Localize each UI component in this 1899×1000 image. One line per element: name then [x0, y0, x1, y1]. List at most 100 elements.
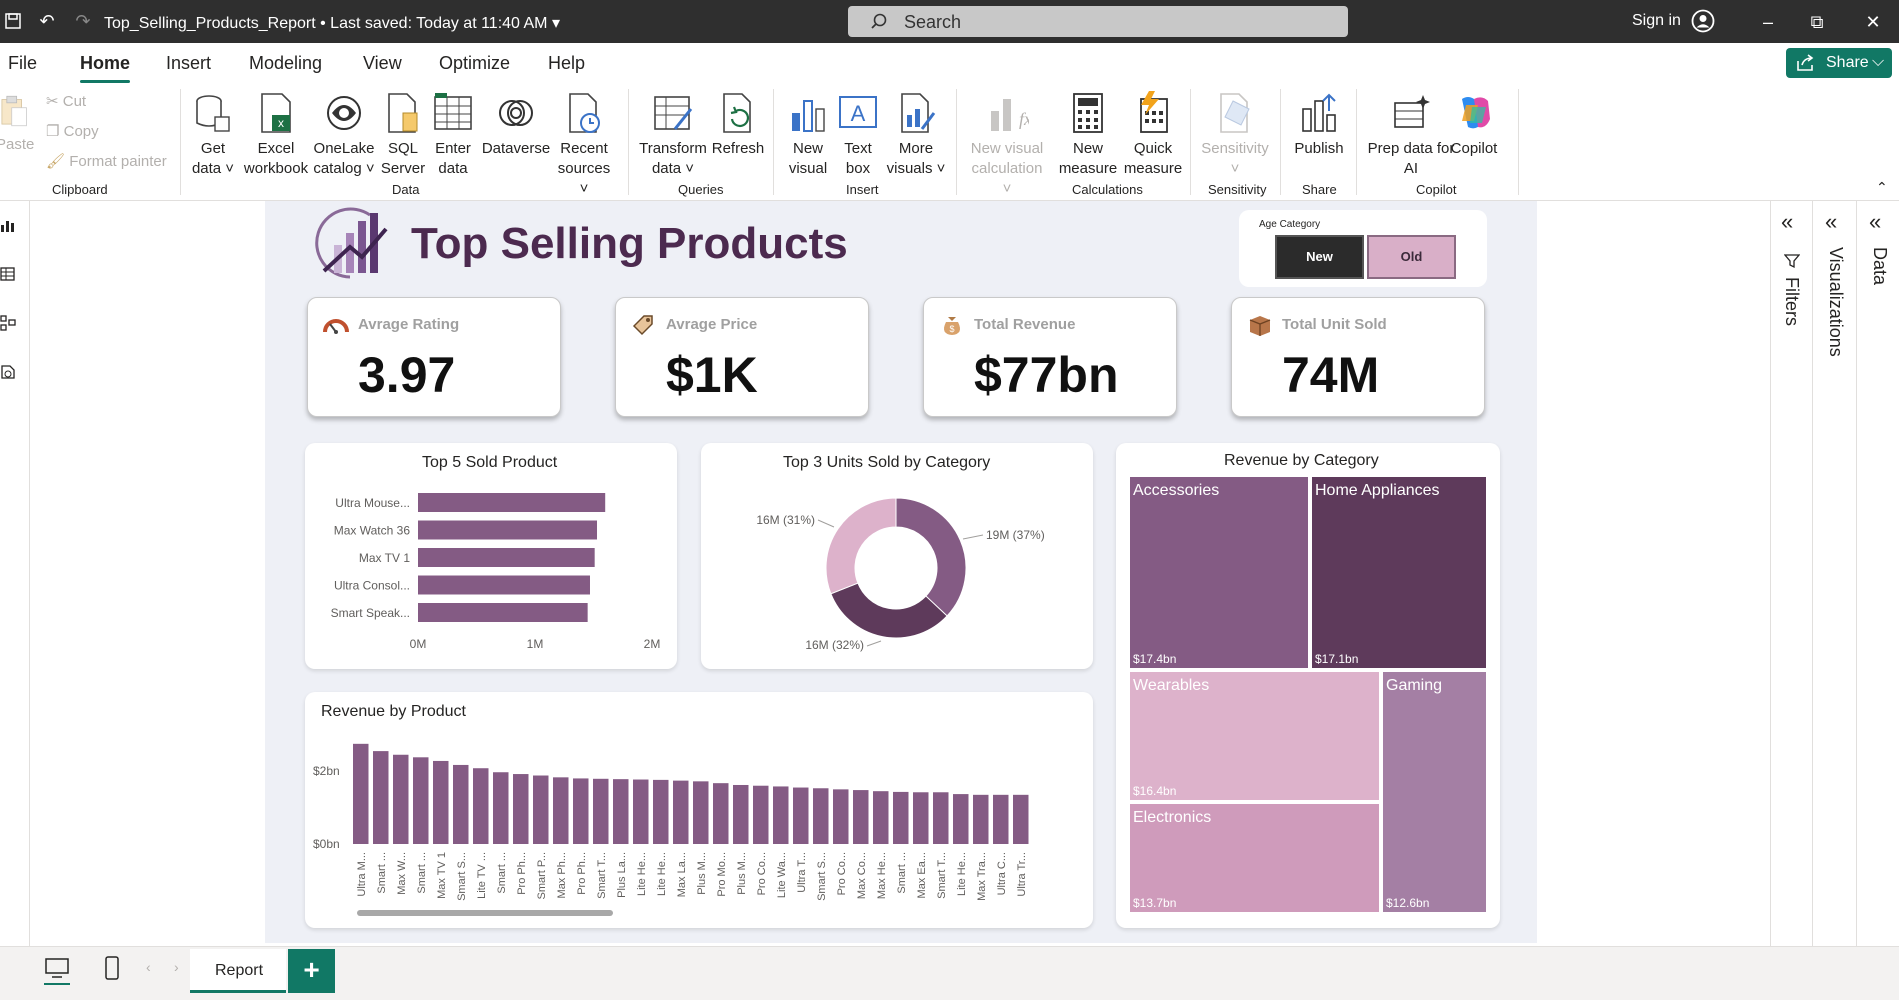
report-view-icon[interactable] — [0, 217, 16, 233]
x-tick-label: Plus M... — [736, 852, 748, 895]
prep-data-for-ai-button[interactable]: Prep data for AI — [1364, 91, 1458, 179]
tab-file[interactable]: File — [8, 53, 38, 73]
search-box[interactable]: Search — [848, 6, 1348, 37]
text-box-button[interactable]: A Text box — [836, 91, 880, 179]
bar-category-label: Max TV 1 — [359, 551, 410, 565]
publish-button[interactable]: Publish — [1290, 91, 1348, 159]
get-data-button[interactable]: Get data ˅ — [188, 91, 238, 179]
redo-icon[interactable]: ↷ — [75, 10, 91, 31]
share-button[interactable]: Share ⌵ — [1786, 48, 1892, 78]
get-data-label: Get — [200, 140, 226, 157]
paste-button[interactable]: Paste — [0, 91, 34, 155]
table-view-icon[interactable] — [0, 266, 16, 282]
sensitivity-button[interactable]: Sensitivity ˅ — [1198, 91, 1272, 179]
tab-help[interactable]: Help — [548, 53, 586, 73]
expand-filters-icon[interactable]: « — [1781, 209, 1794, 234]
tab-optimize[interactable]: Optimize — [439, 53, 511, 73]
slicer-option-new[interactable]: New — [1275, 235, 1364, 279]
kpi-card-average-price[interactable]: Avrage Price $1K — [615, 297, 869, 417]
visualizations-pane[interactable]: « Visualizations — [1812, 201, 1856, 946]
minimize-icon[interactable]: – — [1762, 12, 1773, 32]
save-icon[interactable] — [2, 10, 24, 32]
title-dropdown-icon[interactable]: ▾ — [551, 15, 560, 32]
bar — [1013, 794, 1029, 844]
format-painter-button[interactable]: 🖌 Format painter — [46, 152, 167, 170]
treemap-tile — [1128, 670, 1381, 802]
bar — [873, 791, 889, 844]
new-visual-button[interactable]: New visual — [786, 91, 830, 179]
chart-title: Revenue by Product — [321, 703, 466, 720]
kpi-card-average-rating[interactable]: Avrage Rating 3.97 — [307, 297, 561, 417]
tab-insert[interactable]: Insert — [166, 53, 212, 73]
bar — [733, 784, 749, 844]
expand-data-icon[interactable]: « — [1869, 209, 1882, 234]
revenue-by-category-card[interactable]: Revenue by Category Accessories $17.4bn Ho… — [1116, 443, 1500, 928]
x-tick-label: Ultra Tr... — [1016, 852, 1028, 897]
recent-sources-icon — [569, 93, 600, 133]
table-icon — [434, 93, 472, 130]
undo-icon[interactable]: ↶ — [39, 10, 55, 31]
y-tick-label: $0bn — [313, 837, 340, 851]
kpi-value: $77bn — [974, 347, 1119, 403]
slicer-option-old[interactable]: Old — [1367, 235, 1456, 279]
filters-pane[interactable]: « Filters — [1770, 201, 1812, 946]
active-tab-indicator — [80, 80, 130, 83]
paste-icon — [1, 95, 27, 127]
more-visuals-label: More — [898, 140, 934, 157]
dax-query-view-icon[interactable] — [0, 364, 16, 380]
quick-measure-label: Quick — [1133, 140, 1173, 157]
next-page-icon[interactable]: › — [174, 959, 179, 975]
collapse-ribbon-icon[interactable]: ⌃ — [1876, 179, 1888, 195]
close-icon[interactable]: ✕ — [1865, 12, 1881, 32]
expand-visualizations-icon[interactable]: « — [1825, 209, 1838, 234]
revenue-by-product-card[interactable]: Revenue by Product $2bn $0bn Ultra M... Sma… — [305, 692, 1093, 928]
prep-data-ai-icon — [1394, 95, 1430, 128]
bar — [673, 780, 689, 844]
model-view-icon[interactable] — [0, 315, 16, 331]
copy-button[interactable]: ❐ Copy — [46, 122, 99, 140]
tab-view[interactable]: View — [363, 53, 402, 73]
top5-sold-product-card[interactable]: Top 5 Sold Product Ultra Mouse... Max Wat… — [305, 443, 677, 669]
treemap-value-label: $12.6bn — [1386, 896, 1429, 910]
add-page-button[interactable]: + — [288, 949, 335, 993]
bar-category-label: Max Watch 36 — [334, 524, 411, 538]
prep-data-label: Prep data for — [1367, 140, 1455, 157]
refresh-button[interactable]: Refresh — [710, 91, 766, 159]
mobile-layout-icon[interactable] — [104, 955, 120, 981]
sign-in-link[interactable]: Sign in — [1632, 12, 1681, 29]
recent-sources-button[interactable]: Recent sources ˅ — [554, 91, 614, 199]
enter-data-button[interactable]: Enter data — [430, 91, 476, 179]
excel-workbook-button[interactable]: x Excel workbook — [242, 91, 310, 179]
box-icon — [1249, 316, 1271, 336]
cut-button[interactable]: ✂ Cut — [46, 92, 86, 110]
more-visuals-button[interactable]: More visuals ˅ — [886, 91, 946, 179]
tab-home[interactable]: Home — [80, 53, 131, 73]
quick-measure-button[interactable]: Quick measure — [1122, 91, 1184, 179]
previous-page-icon[interactable]: ‹ — [146, 959, 151, 975]
units-by-category-card[interactable]: Top 3 Units Sold by Category 19M (37%) 16… — [701, 443, 1093, 669]
quick-measure-sublabel: measure — [1123, 160, 1183, 177]
report-page: Top Selling Products Age Category New Ol… — [265, 201, 1537, 943]
dataverse-button[interactable]: Dataverse — [480, 91, 552, 159]
tab-modeling[interactable]: Modeling — [249, 53, 323, 73]
page-tab-report[interactable]: Report — [190, 949, 286, 993]
kpi-card-total-unit-sold[interactable]: Total Unit Sold 74M — [1231, 297, 1485, 417]
x-tick-label: Smart ... — [376, 852, 388, 894]
transform-data-button[interactable]: Transform data ˅ — [638, 91, 708, 179]
copilot-button[interactable]: Copilot — [1436, 91, 1512, 159]
kpi-card-total-revenue[interactable]: $ Total Revenue $77bn — [923, 297, 1177, 417]
horizontal-scrollbar[interactable] — [357, 910, 613, 916]
bar-category-label: Ultra Mouse... — [335, 496, 410, 510]
leader-line — [962, 534, 984, 540]
data-pane[interactable]: « Data — [1856, 201, 1899, 946]
onelake-catalog-button[interactable]: OneLake catalog ˅ — [312, 91, 376, 179]
ribbon-divider — [1190, 89, 1191, 195]
desktop-layout-icon[interactable] — [44, 957, 70, 979]
new-measure-button[interactable]: New measure — [1054, 91, 1122, 179]
sql-server-button[interactable]: SQL Server — [378, 91, 428, 179]
more-visuals-icon — [901, 93, 936, 133]
new-visual-calculation-button[interactable]: fx New visual calculation ˅ — [966, 91, 1048, 199]
kpi-label: Total Unit Sold — [1282, 316, 1387, 333]
restore-icon[interactable]: ⧉ — [1810, 12, 1824, 32]
account-icon[interactable] — [1690, 9, 1716, 35]
